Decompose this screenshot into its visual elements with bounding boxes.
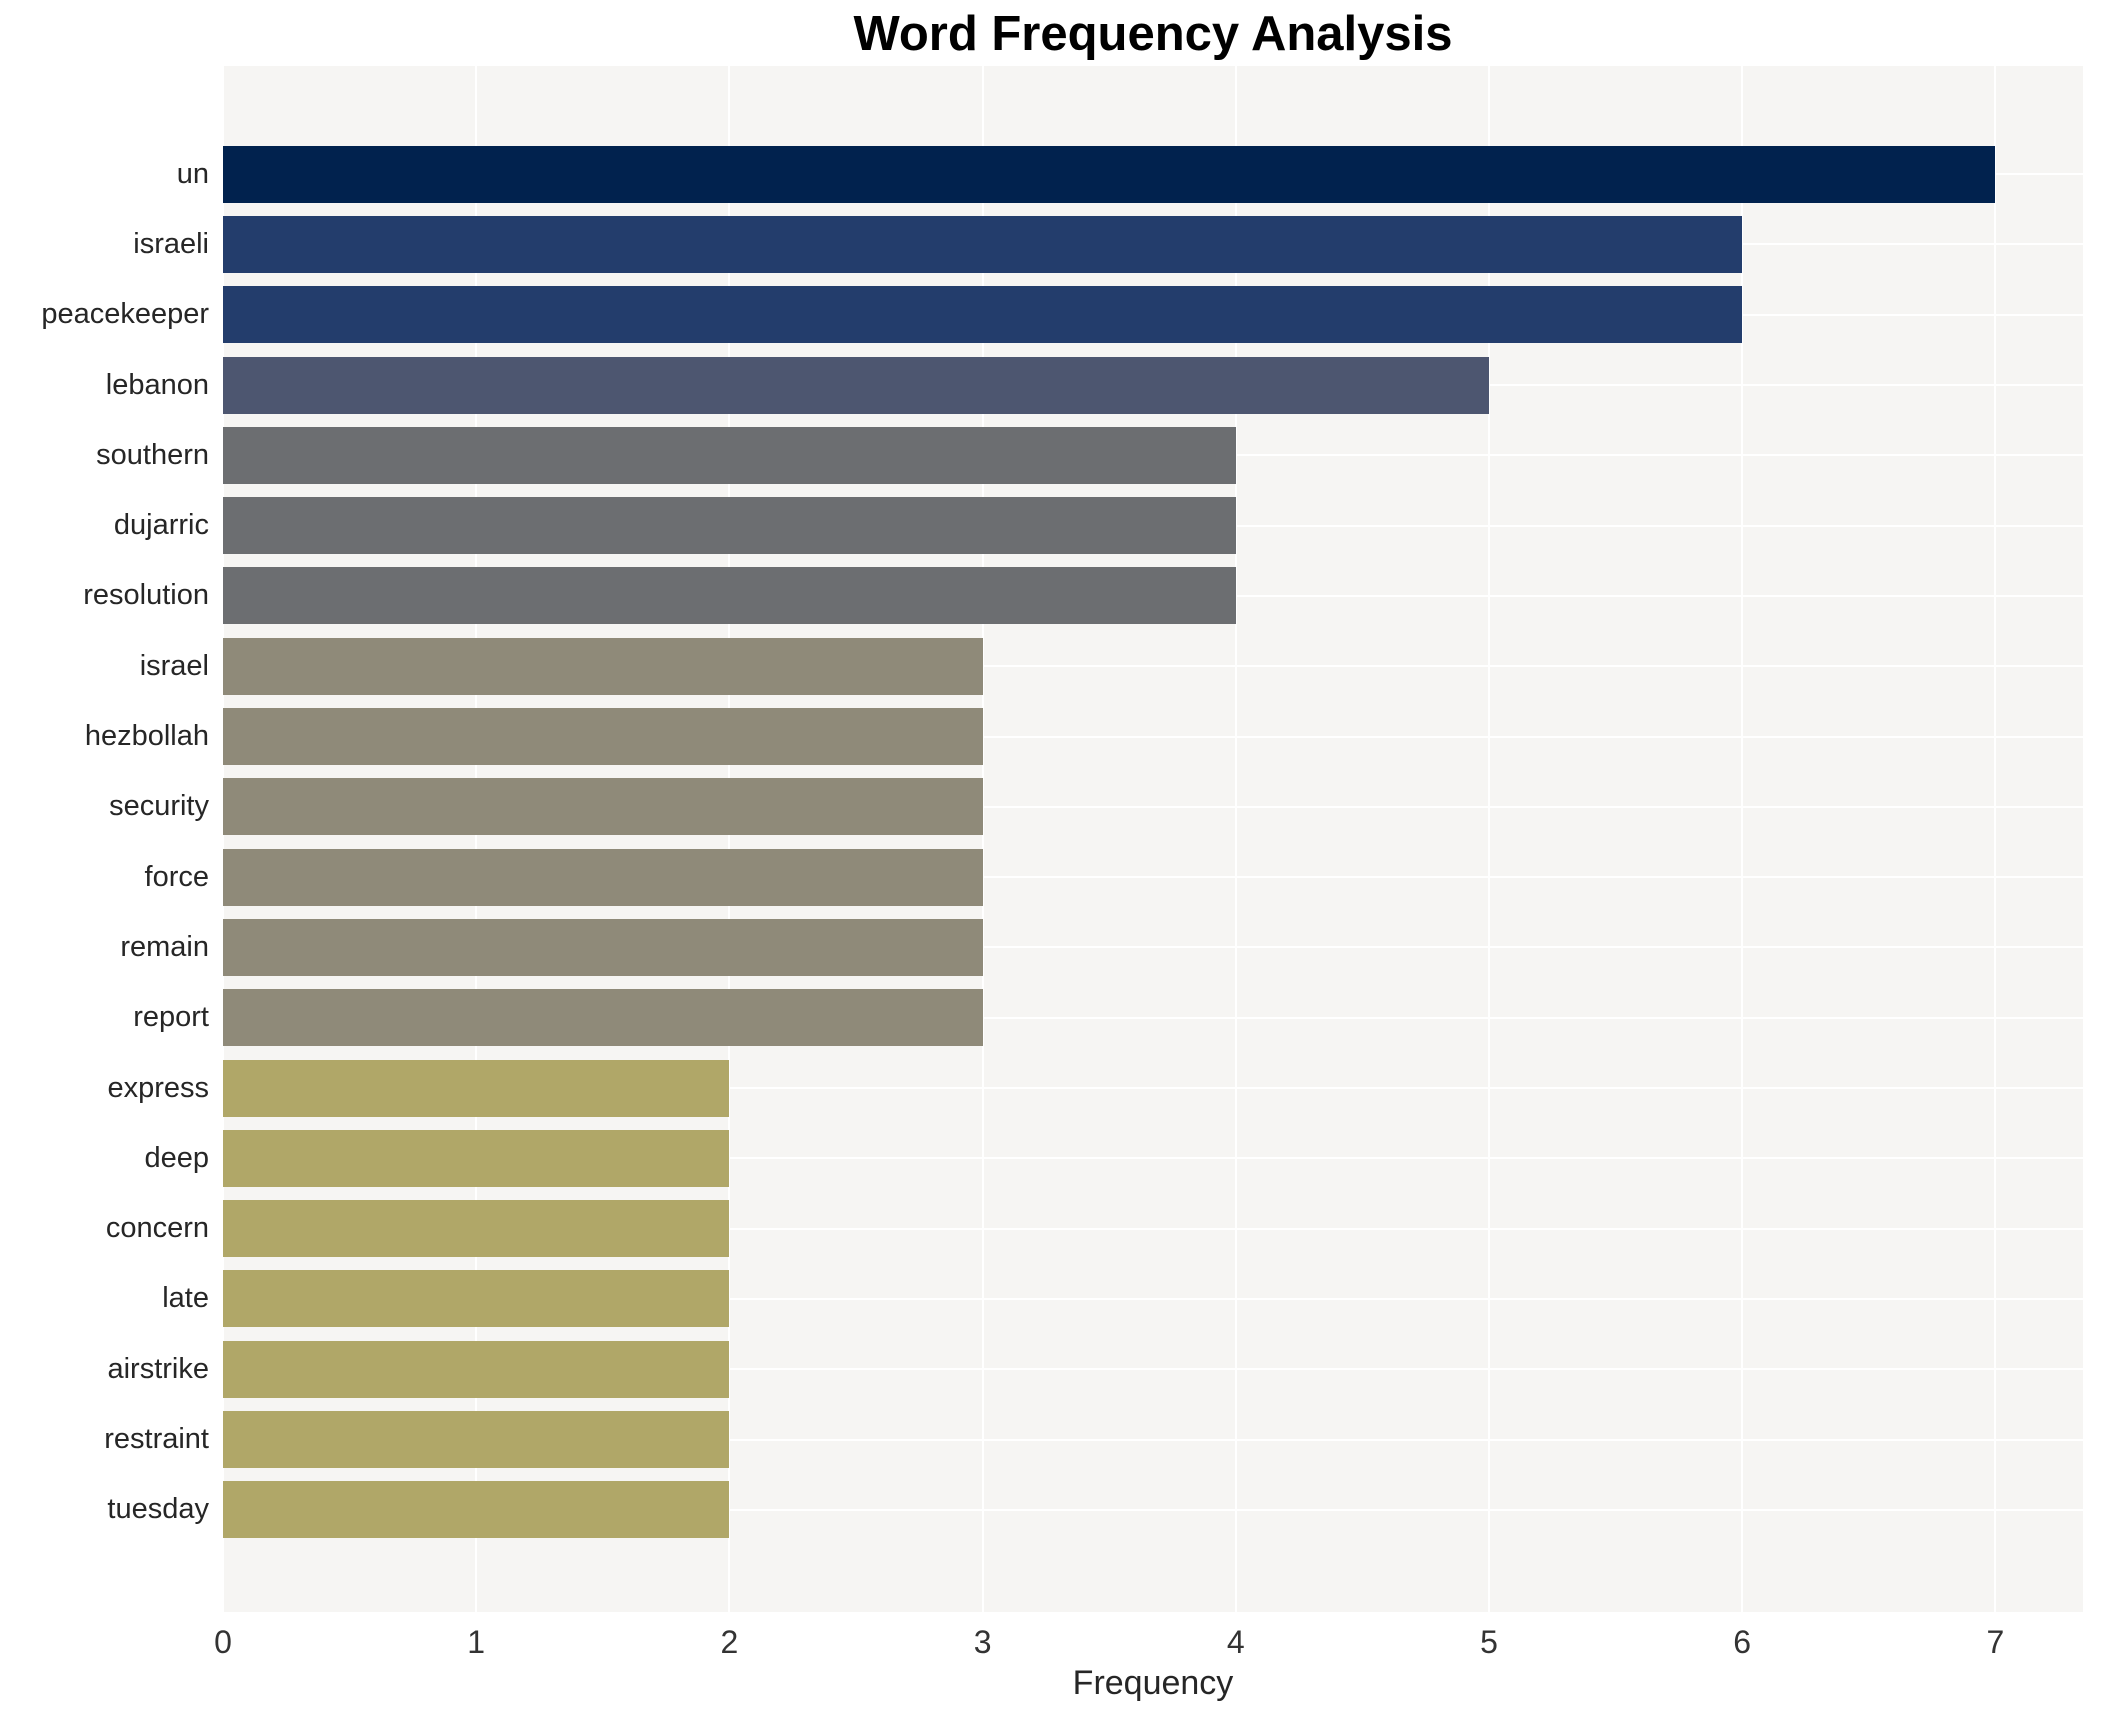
category-label: express	[107, 1071, 209, 1104]
bar	[223, 286, 1743, 344]
category-label: israel	[139, 649, 209, 682]
bar	[223, 848, 983, 906]
x-tick-label: 0	[214, 1624, 232, 1660]
vertical-gridline	[1488, 66, 1490, 1612]
category-label: dujarric	[113, 509, 209, 542]
chart-title: Word Frequency Analysis	[853, 7, 1453, 61]
bar-row: security	[0, 772, 2102, 842]
vertical-gridline	[475, 66, 478, 1612]
bar	[223, 1059, 730, 1117]
bar	[223, 778, 983, 836]
bar	[223, 1200, 730, 1258]
category-label: peacekeeper	[41, 298, 209, 331]
bar	[223, 215, 1743, 273]
bar-row: tuesday	[0, 1475, 2102, 1545]
bar-row: concern	[0, 1193, 2102, 1263]
category-label: security	[109, 790, 209, 823]
x-tick-label: 4	[1226, 1624, 1245, 1660]
bar	[223, 637, 983, 695]
category-label: resolution	[83, 579, 209, 612]
horizontal-gridline	[223, 1087, 2083, 1090]
bar-row: restraint	[0, 1404, 2102, 1474]
bar-row: dujarric	[0, 490, 2102, 560]
bar-rows: un israeli peacekeeper lebanon southern dujar…	[0, 139, 2102, 1545]
horizontal-gridline	[223, 946, 2083, 949]
category-label: un	[176, 157, 209, 190]
vertical-gridline	[222, 66, 224, 1612]
category-label: concern	[105, 1212, 209, 1245]
bar	[223, 918, 983, 976]
category-label: force	[144, 860, 209, 893]
vertical-gridline	[728, 66, 731, 1612]
bar	[223, 1270, 730, 1328]
bar	[223, 1410, 730, 1468]
bar	[223, 989, 983, 1047]
horizontal-gridline	[223, 876, 2083, 879]
bar-row: israeli	[0, 209, 2102, 279]
x-tick-label: 3	[973, 1624, 992, 1660]
bar-row: remain	[0, 912, 2102, 982]
vertical-gridline	[1234, 66, 1237, 1612]
bar	[223, 145, 1996, 203]
bar	[223, 356, 1489, 414]
bar-row: late	[0, 1264, 2102, 1334]
x-axis-ticks: 0 1 2 3 4 5 6 7	[214, 1624, 2083, 1664]
bar-row: airstrike	[0, 1334, 2102, 1404]
category-label: remain	[120, 930, 209, 963]
horizontal-gridline	[223, 1438, 2083, 1441]
bar	[223, 1340, 730, 1398]
bar-row: hezbollah	[0, 701, 2102, 771]
category-label: southern	[96, 438, 209, 471]
x-tick-label: 5	[1480, 1624, 1498, 1660]
vertical-gridline	[1741, 66, 1744, 1612]
bar-row: resolution	[0, 561, 2102, 631]
horizontal-gridline	[223, 1508, 2083, 1511]
category-label: tuesday	[107, 1493, 209, 1526]
horizontal-gridline	[223, 665, 2083, 668]
bar	[223, 708, 983, 766]
horizontal-gridline	[223, 1227, 2083, 1230]
category-label: hezbollah	[84, 720, 209, 753]
x-tick-label: 2	[720, 1624, 739, 1660]
bar-row: deep	[0, 1123, 2102, 1193]
horizontal-gridline	[223, 1368, 2083, 1371]
category-label: deep	[144, 1141, 209, 1174]
category-label: restraint	[104, 1422, 209, 1455]
x-tick-label: 7	[1986, 1624, 2005, 1660]
horizontal-gridline	[223, 1297, 2083, 1300]
x-tick-label: 1	[467, 1624, 486, 1660]
bar-row: southern	[0, 420, 2102, 490]
category-label: israeli	[133, 227, 209, 260]
vertical-gridline	[1994, 66, 1997, 1612]
category-label: lebanon	[105, 368, 209, 401]
bar	[223, 1481, 730, 1539]
bar	[223, 1129, 730, 1187]
bar-row: peacekeeper	[0, 280, 2102, 350]
bar-row: report	[0, 983, 2102, 1053]
horizontal-gridline	[223, 1157, 2083, 1160]
category-label: airstrike	[107, 1352, 209, 1385]
horizontal-gridline	[223, 1016, 2083, 1019]
bar-row: un	[0, 139, 2102, 209]
bar	[223, 497, 1236, 555]
bar	[223, 567, 1236, 625]
category-label: late	[162, 1282, 209, 1315]
vertical-gridline	[981, 66, 984, 1612]
bar-row: israel	[0, 631, 2102, 701]
bar-row: express	[0, 1053, 2102, 1123]
x-axis-label: Frequency	[1072, 1664, 1234, 1702]
bar-row: lebanon	[0, 350, 2102, 420]
horizontal-gridline	[223, 805, 2083, 808]
horizontal-gridline	[223, 735, 2083, 738]
bar-row: force	[0, 842, 2102, 912]
x-tick-label: 6	[1733, 1624, 1752, 1660]
bar	[223, 426, 1236, 484]
category-label: report	[133, 1001, 209, 1034]
